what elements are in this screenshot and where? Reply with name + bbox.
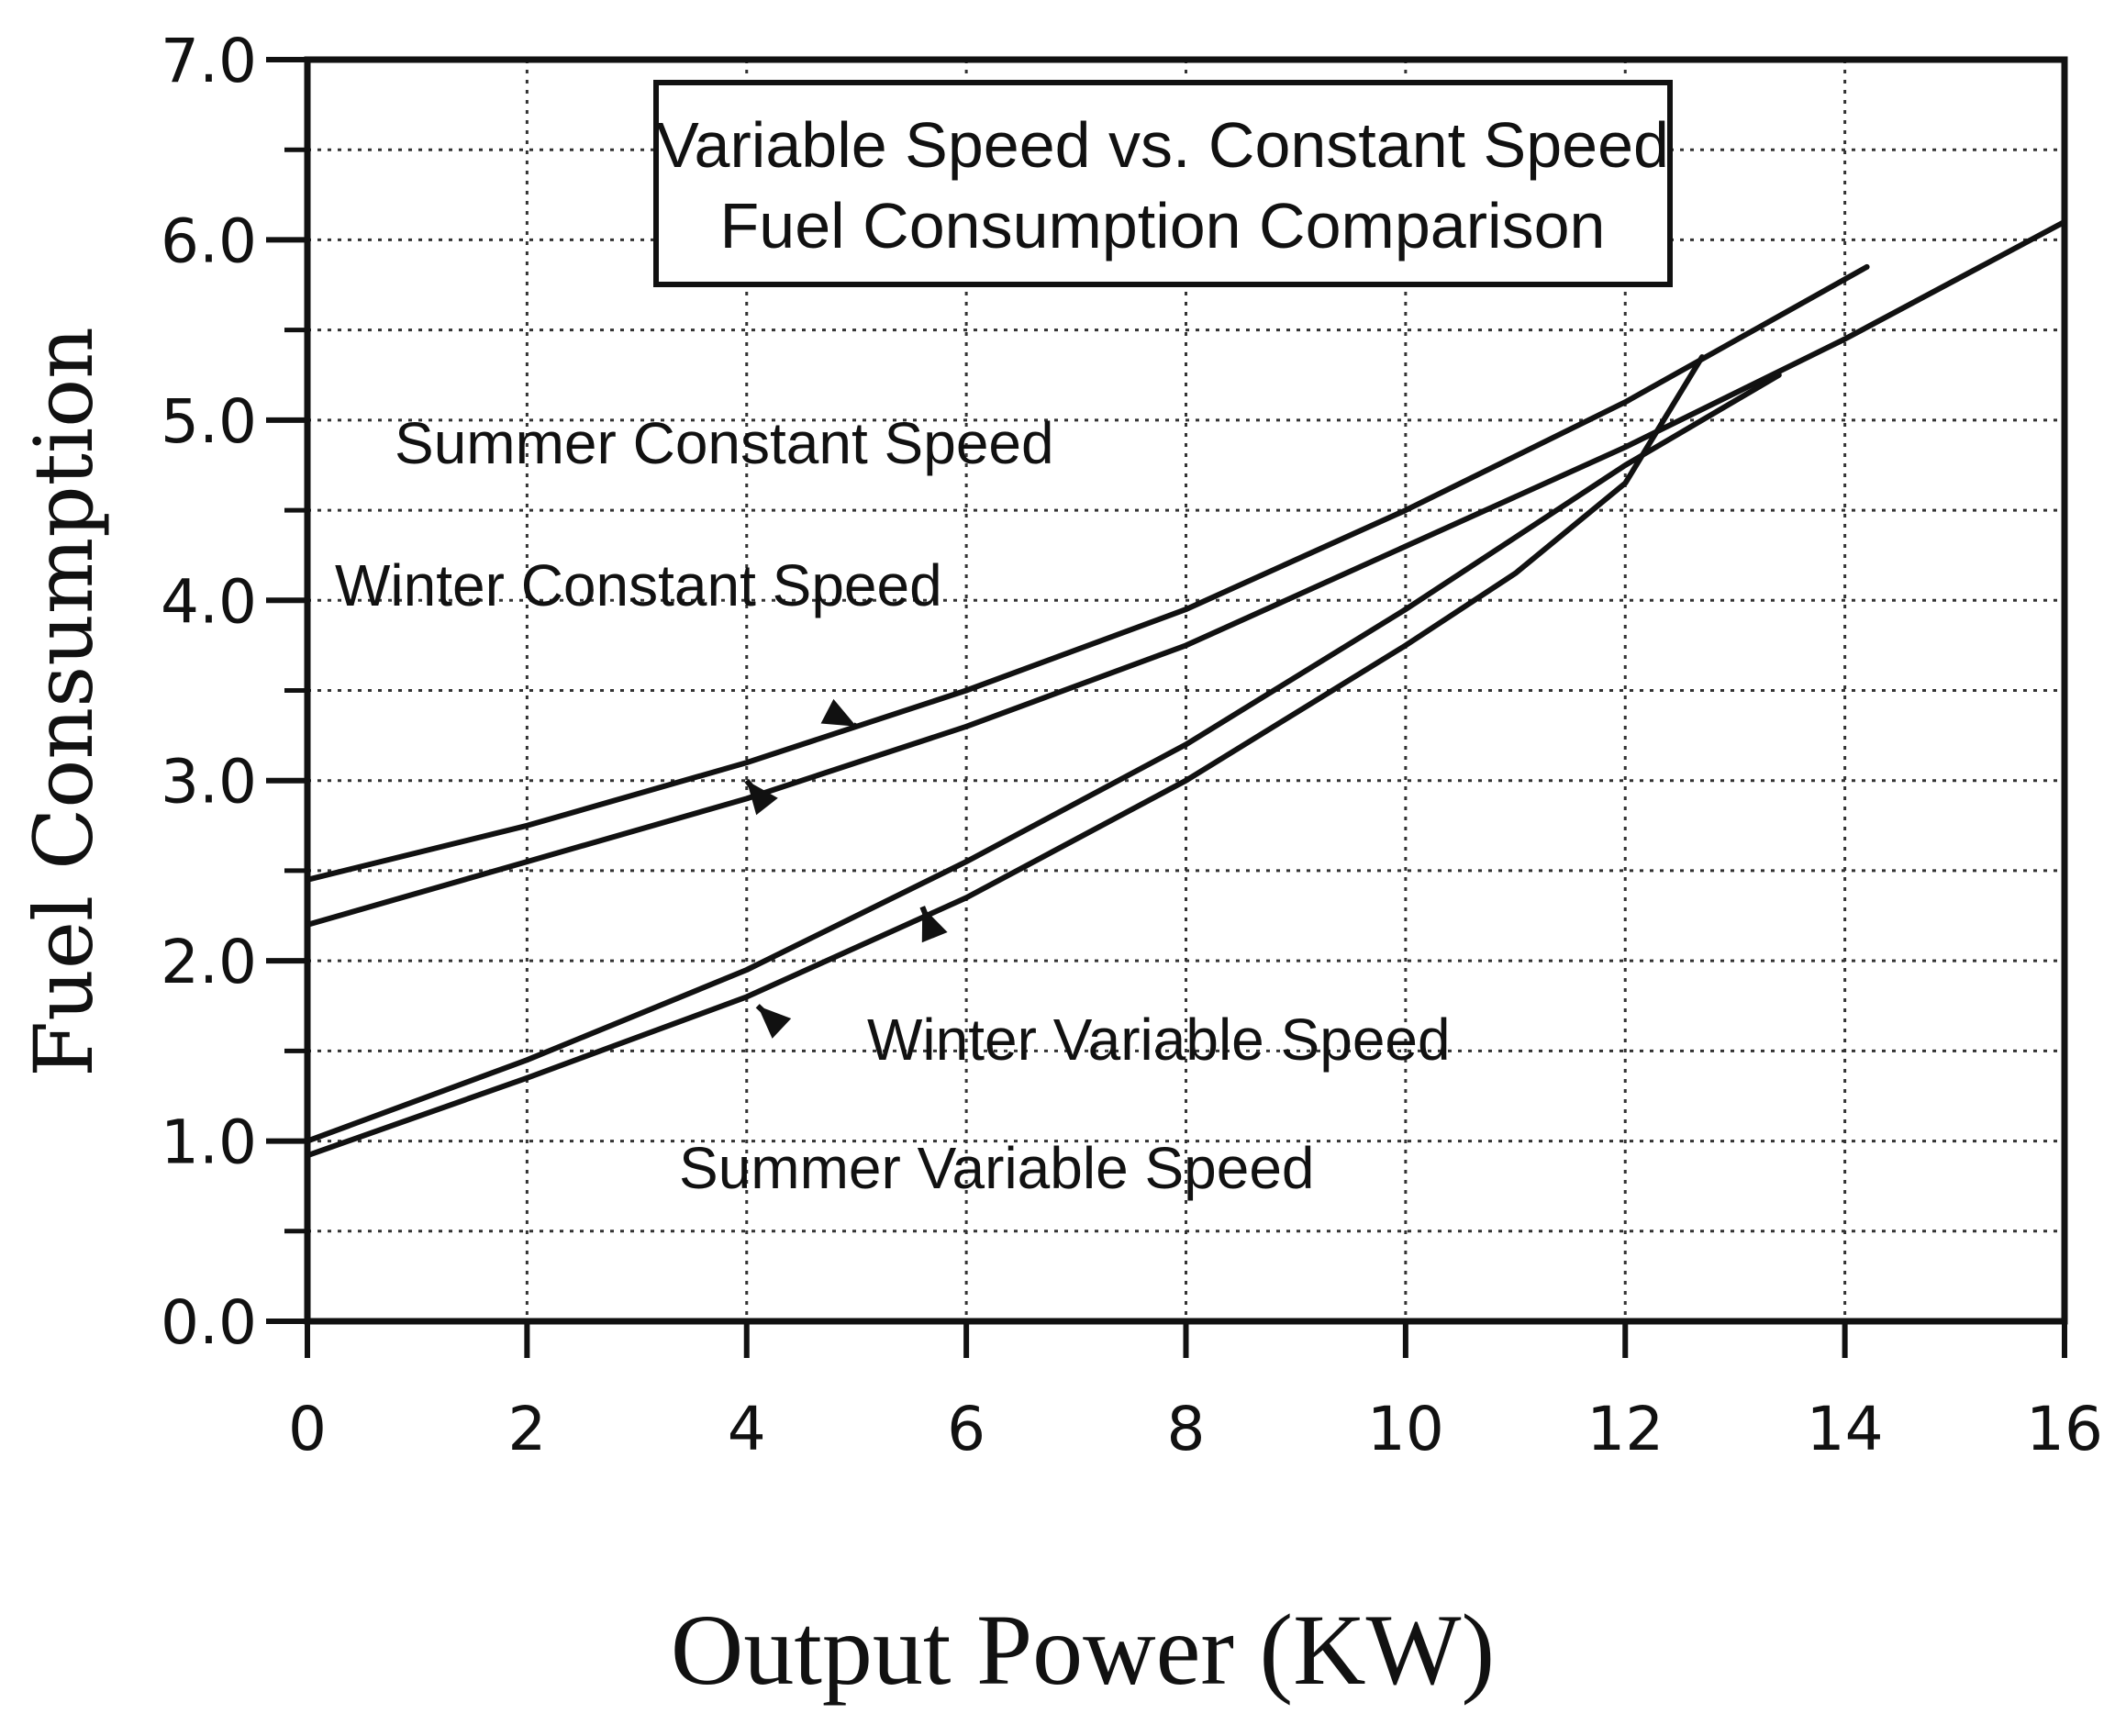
series-line-summer-variable-speed bbox=[305, 354, 1705, 1159]
series-line-summer-constant-speed bbox=[305, 263, 1870, 883]
x-tick-label: 6 bbox=[947, 1394, 985, 1464]
annotation-arrowhead bbox=[757, 1006, 792, 1039]
y-tick-label: 0.0 bbox=[161, 1287, 257, 1358]
title-box bbox=[653, 80, 1673, 287]
annotation-arrowhead bbox=[921, 907, 948, 943]
y-tick-label: 7.0 bbox=[161, 26, 257, 96]
annotation-label: Summer Variable Speed bbox=[679, 1135, 1315, 1201]
x-tick-label: 8 bbox=[1167, 1394, 1206, 1464]
y-tick-label: 5.0 bbox=[161, 386, 257, 457]
x-tick-label: 0 bbox=[288, 1394, 327, 1464]
series-line-winter-constant-speed bbox=[305, 218, 2067, 928]
annotation-arrowhead bbox=[820, 698, 857, 727]
x-axis-label: Output Power (KW) bbox=[671, 1594, 1495, 1706]
y-tick-label: 1.0 bbox=[161, 1107, 257, 1178]
series-lines bbox=[305, 218, 2067, 1159]
annotation-label: Winter Variable Speed bbox=[867, 1007, 1451, 1073]
series-line-winter-variable-speed bbox=[305, 372, 1782, 1144]
chart-title-line: Variable Speed vs. Constant Speed bbox=[656, 109, 1669, 181]
x-tick-label: 2 bbox=[507, 1394, 546, 1464]
y-axis-label: Fuel Consumption bbox=[17, 327, 111, 1077]
x-tick-label: 14 bbox=[1807, 1394, 1884, 1464]
x-tick-label: 4 bbox=[728, 1394, 766, 1464]
x-tick-label: 10 bbox=[1367, 1394, 1444, 1464]
annotation-label: Winter Constant Speed bbox=[335, 552, 942, 618]
chart-title-line: Fuel Consumption Comparison bbox=[720, 190, 1606, 262]
y-tick-label: 6.0 bbox=[161, 206, 257, 276]
y-tick-label: 4.0 bbox=[161, 566, 257, 637]
y-tick-label: 3.0 bbox=[161, 747, 257, 818]
axis-ticks: 0.0 1.0 2.0 3.0 4.0 5.0 6.0 7.0 0 2 4 6 8 10 12 14 16 bbox=[161, 26, 2103, 1464]
annotation-label: Summer Constant Speed bbox=[395, 410, 1054, 476]
y-tick-label: 2.0 bbox=[161, 927, 257, 997]
x-tick-label: 12 bbox=[1586, 1394, 1664, 1464]
chart-title-box: Variable Speed vs. Constant Speed Fuel Co… bbox=[653, 80, 1673, 287]
annotations: Summer Constant Speed Winter Constant Spe… bbox=[335, 410, 1451, 1201]
x-tick-label: 16 bbox=[2026, 1394, 2103, 1464]
annotation-arrowhead bbox=[746, 780, 778, 816]
